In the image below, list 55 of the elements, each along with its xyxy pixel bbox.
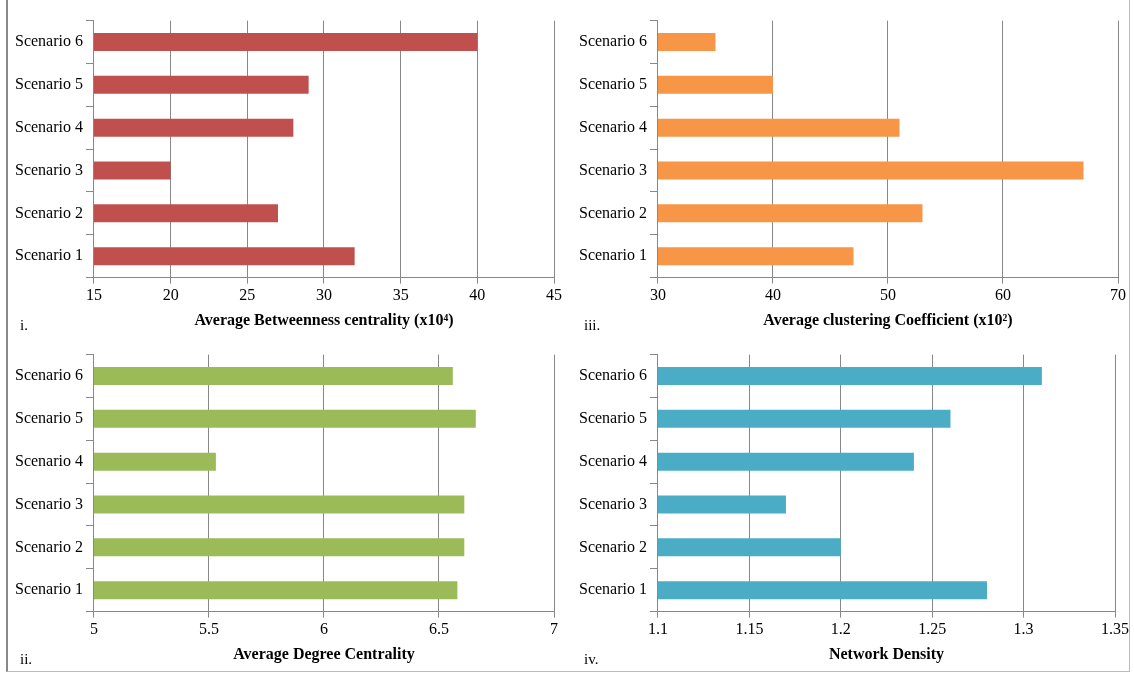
y-tick-label: Scenario 5: [578, 75, 647, 93]
y-tick-label: Scenario 2: [14, 203, 83, 221]
y-tick-label: Scenario 6: [578, 366, 647, 384]
x-tick-label: 50: [879, 286, 896, 304]
text: ii.: [20, 651, 33, 667]
y-tick-label: Scenario 6: [14, 32, 83, 50]
y-tick-label: Scenario 6: [578, 32, 647, 50]
x-tick-label: 45: [546, 286, 562, 304]
y-tick-label: Scenario 2: [14, 537, 83, 555]
y-tick-label: Scenario 3: [578, 494, 647, 512]
x-tick-label: 70: [1110, 286, 1126, 304]
text: iv.: [584, 651, 599, 667]
x-axis-title: Average Degree Centrality: [233, 644, 415, 663]
x-tick-label: 6.5: [428, 620, 449, 638]
x-tick-label: 6: [319, 620, 328, 638]
x-tick-label: 1.15: [735, 620, 764, 638]
x-axis-title: Average Betweenness centrality (x10⁴): [194, 310, 454, 329]
y-tick-label: Scenario 5: [578, 409, 647, 427]
x-tick-label: 20: [162, 286, 179, 304]
y-tick-label: Scenario 4: [14, 117, 83, 135]
x-tick-label: 1.35: [1101, 620, 1129, 638]
y-tick-label: Scenario 6: [14, 366, 83, 384]
x-tick-label: 5: [89, 620, 98, 638]
y-tick-label: Scenario 3: [14, 494, 83, 512]
x-axis-title: Network Density: [828, 644, 945, 663]
x-tick-label: 40: [469, 286, 486, 304]
x-tick-label: 1.25: [918, 620, 947, 638]
y-tick-label: Scenario 1: [14, 246, 83, 264]
x-tick-label: 40: [764, 286, 781, 304]
x-tick-label: 1.3: [1013, 620, 1034, 638]
x-tick-label: 30: [649, 286, 666, 304]
y-tick-label: Scenario 3: [14, 160, 83, 178]
y-tick-label: Scenario 5: [14, 75, 83, 93]
y-tick-label: Scenario 4: [578, 117, 647, 135]
text: iii.: [584, 317, 601, 333]
y-tick-label: Scenario 2: [578, 203, 647, 221]
y-tick-label: Scenario 5: [14, 409, 83, 427]
y-tick-label: Scenario 1: [578, 580, 647, 598]
y-tick-label: Scenario 1: [14, 580, 83, 598]
x-tick-label: 1.1: [647, 620, 668, 638]
x-tick-label: 15: [85, 286, 102, 304]
y-tick-label: Scenario 4: [14, 451, 83, 469]
y-tick-label: Scenario 4: [578, 451, 647, 469]
y-tick-label: Scenario 3: [578, 160, 647, 178]
x-tick-label: 5.5: [198, 620, 219, 638]
text: i.: [20, 317, 28, 333]
x-tick-label: 25: [239, 286, 256, 304]
y-tick-label: Scenario 1: [578, 246, 647, 264]
x-tick-label: 7: [550, 620, 558, 638]
x-axis-title: Average clustering Coefficient (x10²): [763, 310, 1013, 329]
x-tick-label: 35: [392, 286, 409, 304]
x-tick-label: 30: [315, 286, 332, 304]
x-tick-label: 1.2: [830, 620, 851, 638]
x-tick-label: 60: [994, 286, 1011, 304]
y-tick-label: Scenario 2: [578, 537, 647, 555]
